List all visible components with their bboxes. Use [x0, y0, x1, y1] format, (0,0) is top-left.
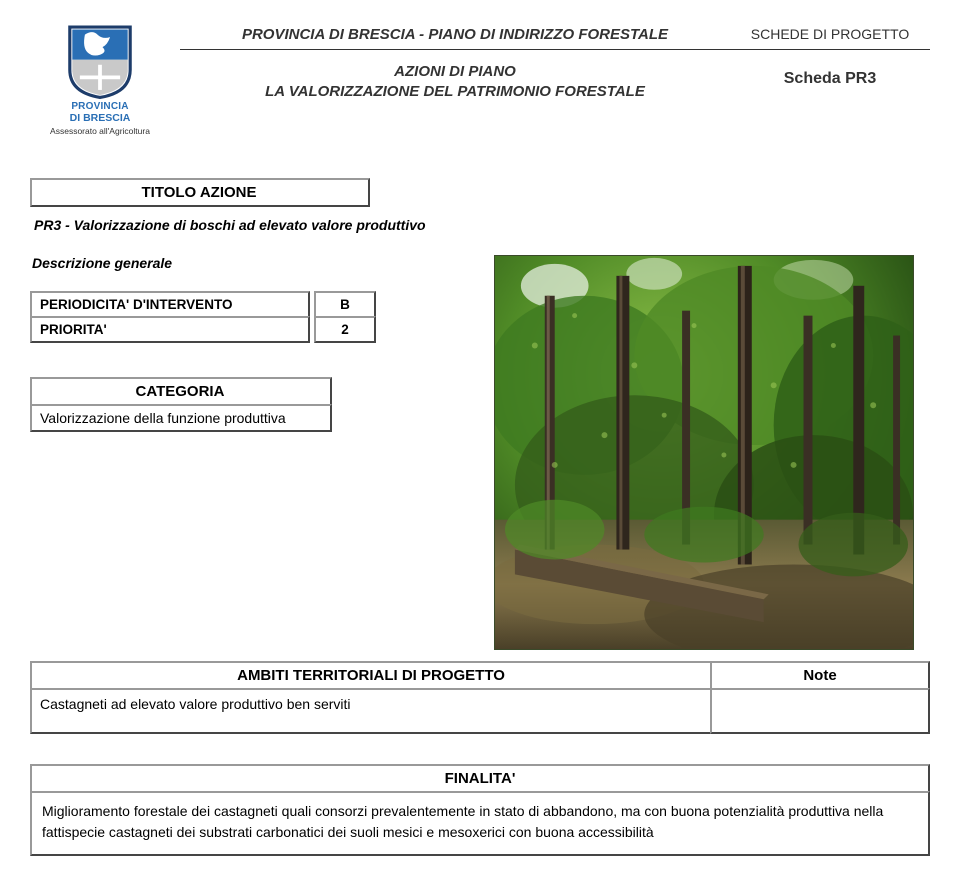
logo-text-line1: PROVINCIA — [30, 102, 170, 113]
finalita-section: FINALITA' Miglioramento forestale dei ca… — [30, 764, 930, 856]
logo-block: PROVINCIA DI BRESCIA Assessorato all'Agr… — [30, 18, 170, 136]
header-subtitle-line2: LA VALORIZZAZIONE DEL PATRIMONIO FORESTA… — [265, 83, 645, 100]
forest-photo — [494, 255, 914, 650]
table-row: PRIORITA' 2 — [30, 316, 478, 343]
province-crest-icon — [62, 22, 138, 100]
header-title-main: PROVINCIA DI BRESCIA - PIANO DI INDIRIZZ… — [180, 24, 730, 43]
left-column: Descrizione generale PERIODICITA' D'INTE… — [30, 255, 478, 432]
titolo-azione-box: TITOLO AZIONE — [30, 178, 370, 207]
logo-subtitle: Assessorato all'Agricoltura — [30, 126, 170, 136]
descrizione-label: Descrizione generale — [30, 255, 478, 271]
header-title-right: SCHEDE DI PROGETTO — [730, 24, 930, 43]
right-column — [494, 255, 930, 655]
titolo-azione-label: TITOLO AZIONE — [40, 184, 358, 201]
categoria-box: CATEGORIA — [30, 377, 332, 406]
titolo-azione-section: TITOLO AZIONE PR3 - Valorizzazione di bo… — [30, 178, 930, 233]
categoria-label: CATEGORIA — [40, 383, 320, 400]
sheet-code: Scheda PR3 — [730, 60, 930, 103]
finalita-body: Miglioramento forestale dei castagneti q… — [30, 791, 930, 856]
header-subtitle-line1: AZIONI DI PIANO — [394, 63, 516, 80]
periodicita-table: PERIODICITA' D'INTERVENTO B PRIORITA' 2 — [30, 291, 478, 343]
periodicita-val-0: B — [314, 291, 376, 318]
titolo-azione-value: PR3 - Valorizzazione di boschi ad elevat… — [30, 211, 930, 233]
header-subtitle: AZIONI DI PIANO LA VALORIZZAZIONE DEL PA… — [180, 60, 730, 103]
page-header: PROVINCIA DI BRESCIA Assessorato all'Agr… — [30, 18, 930, 136]
logo-text-line2: DI BRESCIA — [30, 113, 170, 124]
ambiti-body-row: Castagneti ad elevato valore produttivo … — [30, 690, 930, 734]
periodicita-key-0: PERIODICITA' D'INTERVENTO — [30, 291, 310, 318]
finalita-label: FINALITA' — [30, 764, 930, 793]
ambiti-header-right: Note — [710, 661, 930, 690]
header-top-row: PROVINCIA DI BRESCIA - PIANO DI INDIRIZZ… — [180, 18, 930, 50]
periodicita-key-1: PRIORITA' — [30, 316, 310, 343]
ambiti-body-right — [710, 688, 930, 734]
header-center: PROVINCIA DI BRESCIA - PIANO DI INDIRIZZ… — [170, 18, 930, 103]
ambiti-header-left: AMBITI TERRITORIALI DI PROGETTO — [30, 661, 712, 690]
mid-section: Descrizione generale PERIODICITA' D'INTE… — [30, 255, 930, 655]
ambiti-header-row: AMBITI TERRITORIALI DI PROGETTO Note — [30, 661, 930, 690]
periodicita-val-1: 2 — [314, 316, 376, 343]
header-bottom-row: AZIONI DI PIANO LA VALORIZZAZIONE DEL PA… — [180, 50, 930, 103]
ambiti-body-left: Castagneti ad elevato valore produttivo … — [30, 688, 712, 734]
categoria-value: Valorizzazione della funzione produttiva — [30, 404, 332, 432]
table-row: PERIODICITA' D'INTERVENTO B — [30, 291, 478, 318]
